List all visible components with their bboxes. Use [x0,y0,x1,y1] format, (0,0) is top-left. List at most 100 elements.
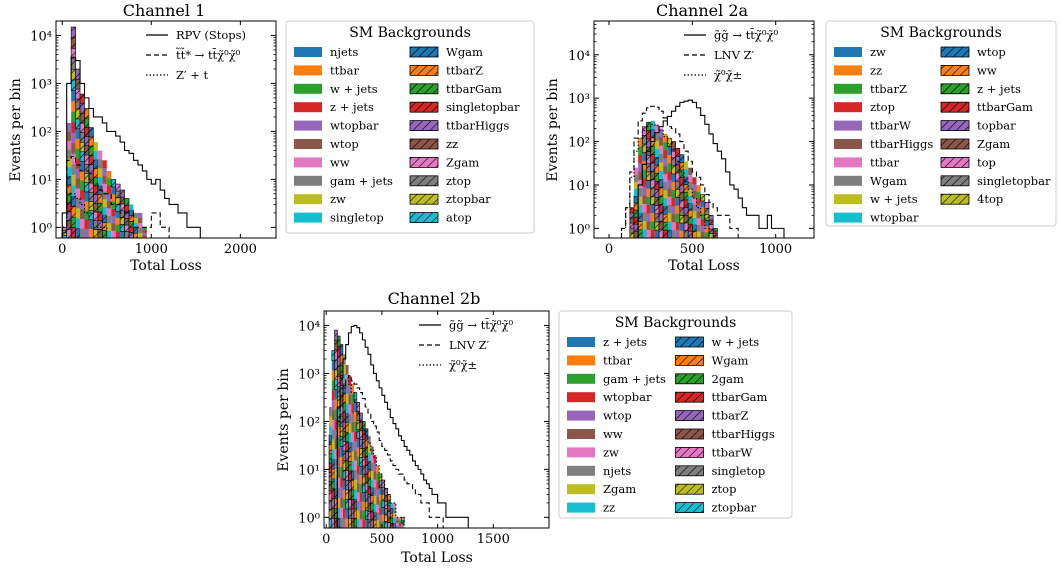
background-bar [642,195,647,204]
background-bar [362,519,366,529]
background-bar [696,191,701,199]
background-bar-hatch [359,456,363,467]
background-bar-hatch [646,171,651,181]
background-bar [395,517,399,521]
background-bar-hatch [679,184,685,194]
background-bar-hatch [88,191,94,202]
background-bar [646,213,651,222]
background-bar [75,148,81,159]
background-bar-hatch [679,192,685,201]
background-bar-hatch [359,439,363,449]
background-bar [93,142,98,151]
background-bar-hatch [637,212,643,222]
background-bar [646,229,651,239]
background-bar [340,487,343,498]
background-bar [667,213,672,222]
background-bar [337,447,341,458]
background-bar-hatch [79,132,85,143]
background-legend-swatch-hatch [409,46,439,58]
background-bar-hatch [667,229,672,239]
background-bar-hatch [79,141,85,153]
background-bar [345,384,349,394]
background-bar [137,212,143,219]
background-bar-hatch [389,512,394,519]
background-bar [351,403,355,414]
background-legend-label: ztop [870,100,895,114]
background-bar [331,399,335,410]
background-bar-hatch [671,141,676,151]
background-bar [84,219,89,229]
background-legend-label: wtopbar [603,390,652,404]
background-bar-hatch [88,164,94,175]
background-legend-swatch-hatch [675,354,704,366]
background-bar-hatch [359,412,363,423]
background-bar [354,460,357,471]
background-legend-label: atop [446,211,472,225]
background-bar-hatch [119,223,125,232]
background-bar-hatch [367,510,372,521]
background-bar-hatch [679,169,685,178]
background-bar [688,167,693,175]
background-bar [376,473,380,482]
signal-series [336,324,469,528]
background-bar [393,502,396,509]
background-bar [634,181,639,189]
background-bar [359,466,363,476]
background-bar-hatch [367,477,372,487]
background-bar [120,231,125,239]
background-bar [84,201,89,211]
background-bar [102,160,107,169]
background-bar [345,508,349,519]
background-bar [111,186,116,195]
background-bar-hatch [704,213,710,221]
background-legend-label: wtopbar [330,119,379,133]
background-bar [337,487,341,498]
background-bar-hatch [70,37,76,49]
signal-line-solid [61,56,201,238]
background-bar [340,446,343,457]
background-bar [111,230,116,239]
background-legend-label: wtopbar [870,211,919,225]
background-bar [334,458,338,469]
background-legend-label: singletop [712,464,766,478]
y-axis-label: Events per bin [276,368,292,472]
background-legend-swatch-hatch [940,83,970,95]
background-bar [348,385,352,395]
background-bar [106,223,112,231]
background-bar-hatch [683,230,689,239]
background-legend-label: njets [603,464,631,478]
background-bar-hatch [364,446,369,457]
background-bar-hatch [683,222,689,231]
background-legend-swatch [834,47,862,57]
background-legend-swatch [567,429,595,439]
background-bar [351,460,355,471]
background-bar [106,200,112,209]
background-bar-hatch [683,184,689,193]
background-bar-hatch [367,469,372,479]
background-bar-hatch [637,221,643,231]
background-bar-hatch [345,489,349,500]
background-bar [696,211,701,219]
background-bar [142,230,147,233]
signal-legend: g̃g̃ → tt̄χ̃⁰χ̃⁰ LNV Z′ χ̃⁰χ̃± [419,318,513,372]
signal-line-dotted [61,193,108,238]
background-bar [692,217,697,225]
background-bar [137,232,143,239]
background-bar [667,171,672,180]
background-bar [659,153,664,163]
background-bar-hatch [662,229,668,239]
background-bar [370,479,374,488]
background-bar [376,496,380,505]
background-bar [106,178,112,187]
background-bar [71,174,76,186]
background-legend-swatch [567,373,595,384]
background-bar-hatch [654,213,660,223]
background-bar [345,403,349,414]
background-bar-hatch [364,491,369,502]
background-bar-hatch [654,221,660,231]
background-bar-hatch [667,137,672,147]
background-bar-hatch [367,460,372,470]
background-legend-swatch-hatch [409,138,439,150]
background-bar [334,429,338,440]
background-bar [340,466,343,478]
